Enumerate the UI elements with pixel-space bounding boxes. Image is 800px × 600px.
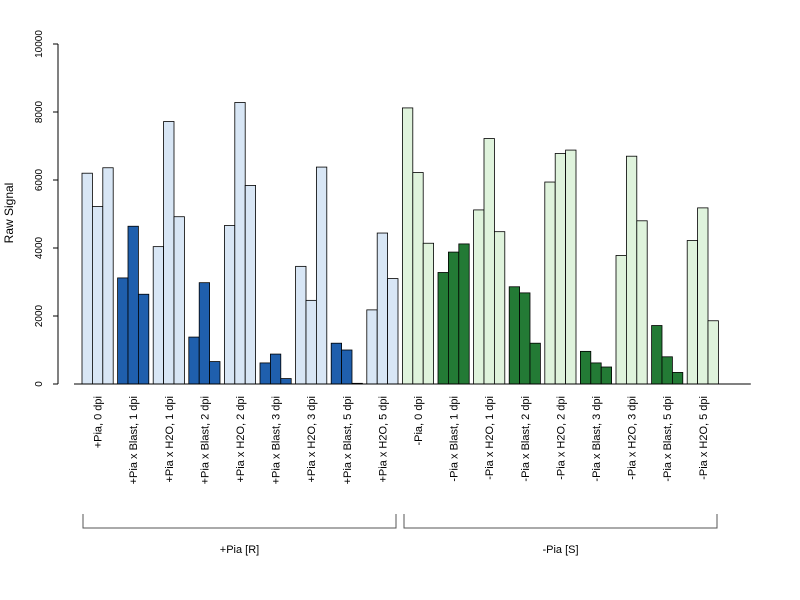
y-axis-title: Raw Signal bbox=[2, 183, 16, 244]
bar bbox=[626, 155, 638, 385]
bar bbox=[209, 361, 221, 385]
bar bbox=[244, 185, 256, 385]
x-tick-labels: +Pia, 0 dpi +Pia x Blast, 1 dpi +Pia x H2O… bbox=[93, 396, 710, 484]
bar bbox=[615, 255, 627, 385]
bar bbox=[152, 246, 164, 385]
group-bracket bbox=[82, 514, 397, 529]
bar bbox=[198, 282, 210, 385]
bar bbox=[401, 107, 414, 385]
bar bbox=[234, 102, 246, 385]
x-tick-label: -Pia x H2O, 5 dpi bbox=[698, 396, 710, 480]
bar bbox=[483, 138, 495, 385]
y-tick-label: 0 bbox=[34, 381, 45, 387]
bar bbox=[661, 356, 673, 385]
x-tick-label: +Pia, 0 dpi bbox=[93, 396, 105, 448]
bar bbox=[707, 320, 719, 385]
bar bbox=[447, 251, 460, 385]
bar bbox=[554, 153, 567, 385]
bar bbox=[590, 362, 602, 385]
x-tick-label: -Pia x Blast, 1 dpi bbox=[449, 396, 461, 482]
bar bbox=[697, 207, 709, 385]
bar bbox=[636, 220, 648, 385]
bar bbox=[387, 278, 399, 385]
bar bbox=[127, 225, 139, 385]
bars-layer bbox=[81, 102, 719, 385]
x-tick-label: -Pia x Blast, 2 dpi bbox=[520, 396, 532, 482]
bar bbox=[686, 240, 699, 385]
bar bbox=[280, 378, 292, 385]
bar bbox=[92, 206, 104, 385]
x-tick-label: -Pia x H2O, 1 dpi bbox=[484, 396, 496, 480]
x-tick-label: -Pia x Blast, 5 dpi bbox=[662, 396, 674, 482]
group-bracket bbox=[403, 514, 718, 529]
bar bbox=[295, 265, 307, 385]
bar bbox=[315, 166, 328, 385]
bar bbox=[117, 277, 129, 385]
x-tick-label: -Pia x H2O, 2 dpi bbox=[555, 396, 567, 480]
bar bbox=[330, 342, 343, 385]
x-tick-label: -Pia x H2O, 3 dpi bbox=[627, 396, 639, 480]
bar bbox=[651, 325, 663, 385]
bar bbox=[458, 243, 470, 385]
bar bbox=[493, 231, 506, 385]
x-tick-label: +Pia x H2O, 1 dpi bbox=[164, 396, 176, 483]
bar bbox=[473, 209, 485, 385]
bar bbox=[137, 293, 150, 385]
y-tick-label: 8000 bbox=[34, 100, 45, 123]
x-tick-label: +Pia x Blast, 5 dpi bbox=[342, 396, 354, 484]
bar bbox=[508, 286, 521, 385]
x-tick-label: +Pia x Blast, 1 dpi bbox=[128, 396, 140, 484]
y-tick-label: 10000 bbox=[34, 30, 45, 58]
bar bbox=[580, 350, 592, 385]
x-tick-label: +Pia x Blast, 2 dpi bbox=[199, 396, 211, 484]
y-tick-label: 2000 bbox=[34, 304, 45, 327]
bar bbox=[529, 342, 541, 385]
bar bbox=[173, 216, 185, 385]
bar bbox=[259, 362, 271, 385]
bar bbox=[600, 366, 613, 385]
y-tick-label: 6000 bbox=[34, 168, 45, 191]
bar bbox=[341, 349, 353, 385]
bar bbox=[376, 232, 389, 385]
bar bbox=[188, 336, 200, 385]
group-label: -Pia [S] bbox=[542, 544, 578, 556]
group-label: +Pia [R] bbox=[220, 544, 259, 556]
bar bbox=[519, 292, 531, 385]
bar bbox=[102, 167, 114, 385]
y-tick-label: 4000 bbox=[34, 236, 45, 259]
bar bbox=[269, 353, 282, 385]
x-tick-label: -Pia, 0 dpi bbox=[413, 396, 425, 446]
bar bbox=[565, 149, 577, 385]
bar bbox=[366, 309, 378, 385]
bar bbox=[412, 172, 424, 385]
x-tick-label: +Pia x Blast, 3 dpi bbox=[271, 396, 283, 484]
x-tick-label: -Pia x Blast, 3 dpi bbox=[591, 396, 603, 482]
x-tick-label: +Pia x H2O, 3 dpi bbox=[306, 396, 318, 483]
bar bbox=[163, 121, 175, 385]
x-tick-label: +Pia x H2O, 5 dpi bbox=[377, 396, 389, 483]
bar bbox=[672, 372, 684, 385]
bar bbox=[437, 272, 449, 385]
bar bbox=[81, 172, 93, 385]
bar bbox=[544, 181, 556, 385]
bar bbox=[223, 225, 236, 385]
group-brackets: +Pia [R] -Pia [S] bbox=[82, 514, 718, 556]
x-tick-label: +Pia x H2O, 2 dpi bbox=[235, 396, 247, 483]
y-axis: 0 2000 4000 6000 8000 10000 bbox=[34, 30, 59, 387]
bar bbox=[305, 299, 317, 385]
bar bbox=[422, 242, 435, 385]
